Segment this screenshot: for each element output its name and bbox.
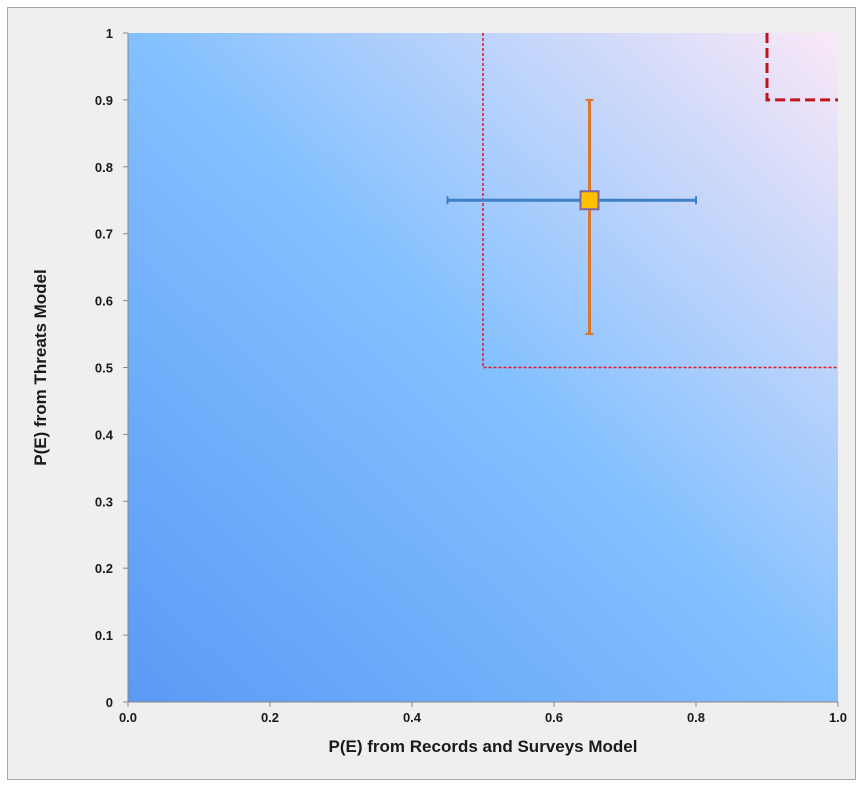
- y-tick-label: 0.7: [95, 227, 113, 242]
- x-axis-title: P(E) from Records and Surveys Model: [329, 737, 638, 756]
- x-tick-label: 1.0: [829, 710, 847, 725]
- y-tick-label: 0.9: [95, 93, 113, 108]
- x-tick-label: 0.0: [119, 710, 137, 725]
- y-tick-label: 1: [106, 26, 113, 41]
- y-tick-label: 0: [106, 695, 113, 710]
- threshold-region-dashed: [765, 33, 838, 102]
- y-tick-label: 0.8: [95, 160, 113, 175]
- x-tick-label: 0.8: [687, 710, 705, 725]
- data-points: [446, 98, 697, 336]
- y-tick-label: 0.4: [95, 427, 114, 442]
- threshold-regions: [482, 33, 838, 369]
- x-tick-label: 0.2: [261, 710, 279, 725]
- y-axis-ticks: 0 0.1 0.2 0.3 0.4 0.5 0.6 0.7 0.8 0.9 1: [95, 26, 128, 710]
- chart-svg: 0.0 0.2 0.4 0.6 0.8 1.0 00.10.20.30.40.50.60.…: [31, 26, 847, 756]
- x-tick-label: 0.4: [403, 710, 422, 725]
- y-tick-label: 0.5: [95, 361, 113, 376]
- y-tick-label: 0.3: [95, 494, 113, 509]
- chart-frame: 0.0 0.2 0.4 0.6 0.8 1.0 0 0.1 0.2 0.3 0.4 0.5 0.6 0.…: [7, 7, 856, 780]
- threshold-region-dotted: [482, 33, 838, 369]
- x-axis-ticks: 0.0 0.2 0.4 0.6 0.8 1.0: [119, 702, 847, 725]
- y-axis-title: P(E) from Threats Model: [31, 269, 50, 465]
- y-tick-label: 0.1: [95, 628, 113, 643]
- data-point-marker: [579, 190, 600, 211]
- y-tick-label: 0.2: [95, 561, 113, 576]
- x-tick-label: 0.6: [545, 710, 563, 725]
- y-tick-label: 0.6: [95, 294, 113, 309]
